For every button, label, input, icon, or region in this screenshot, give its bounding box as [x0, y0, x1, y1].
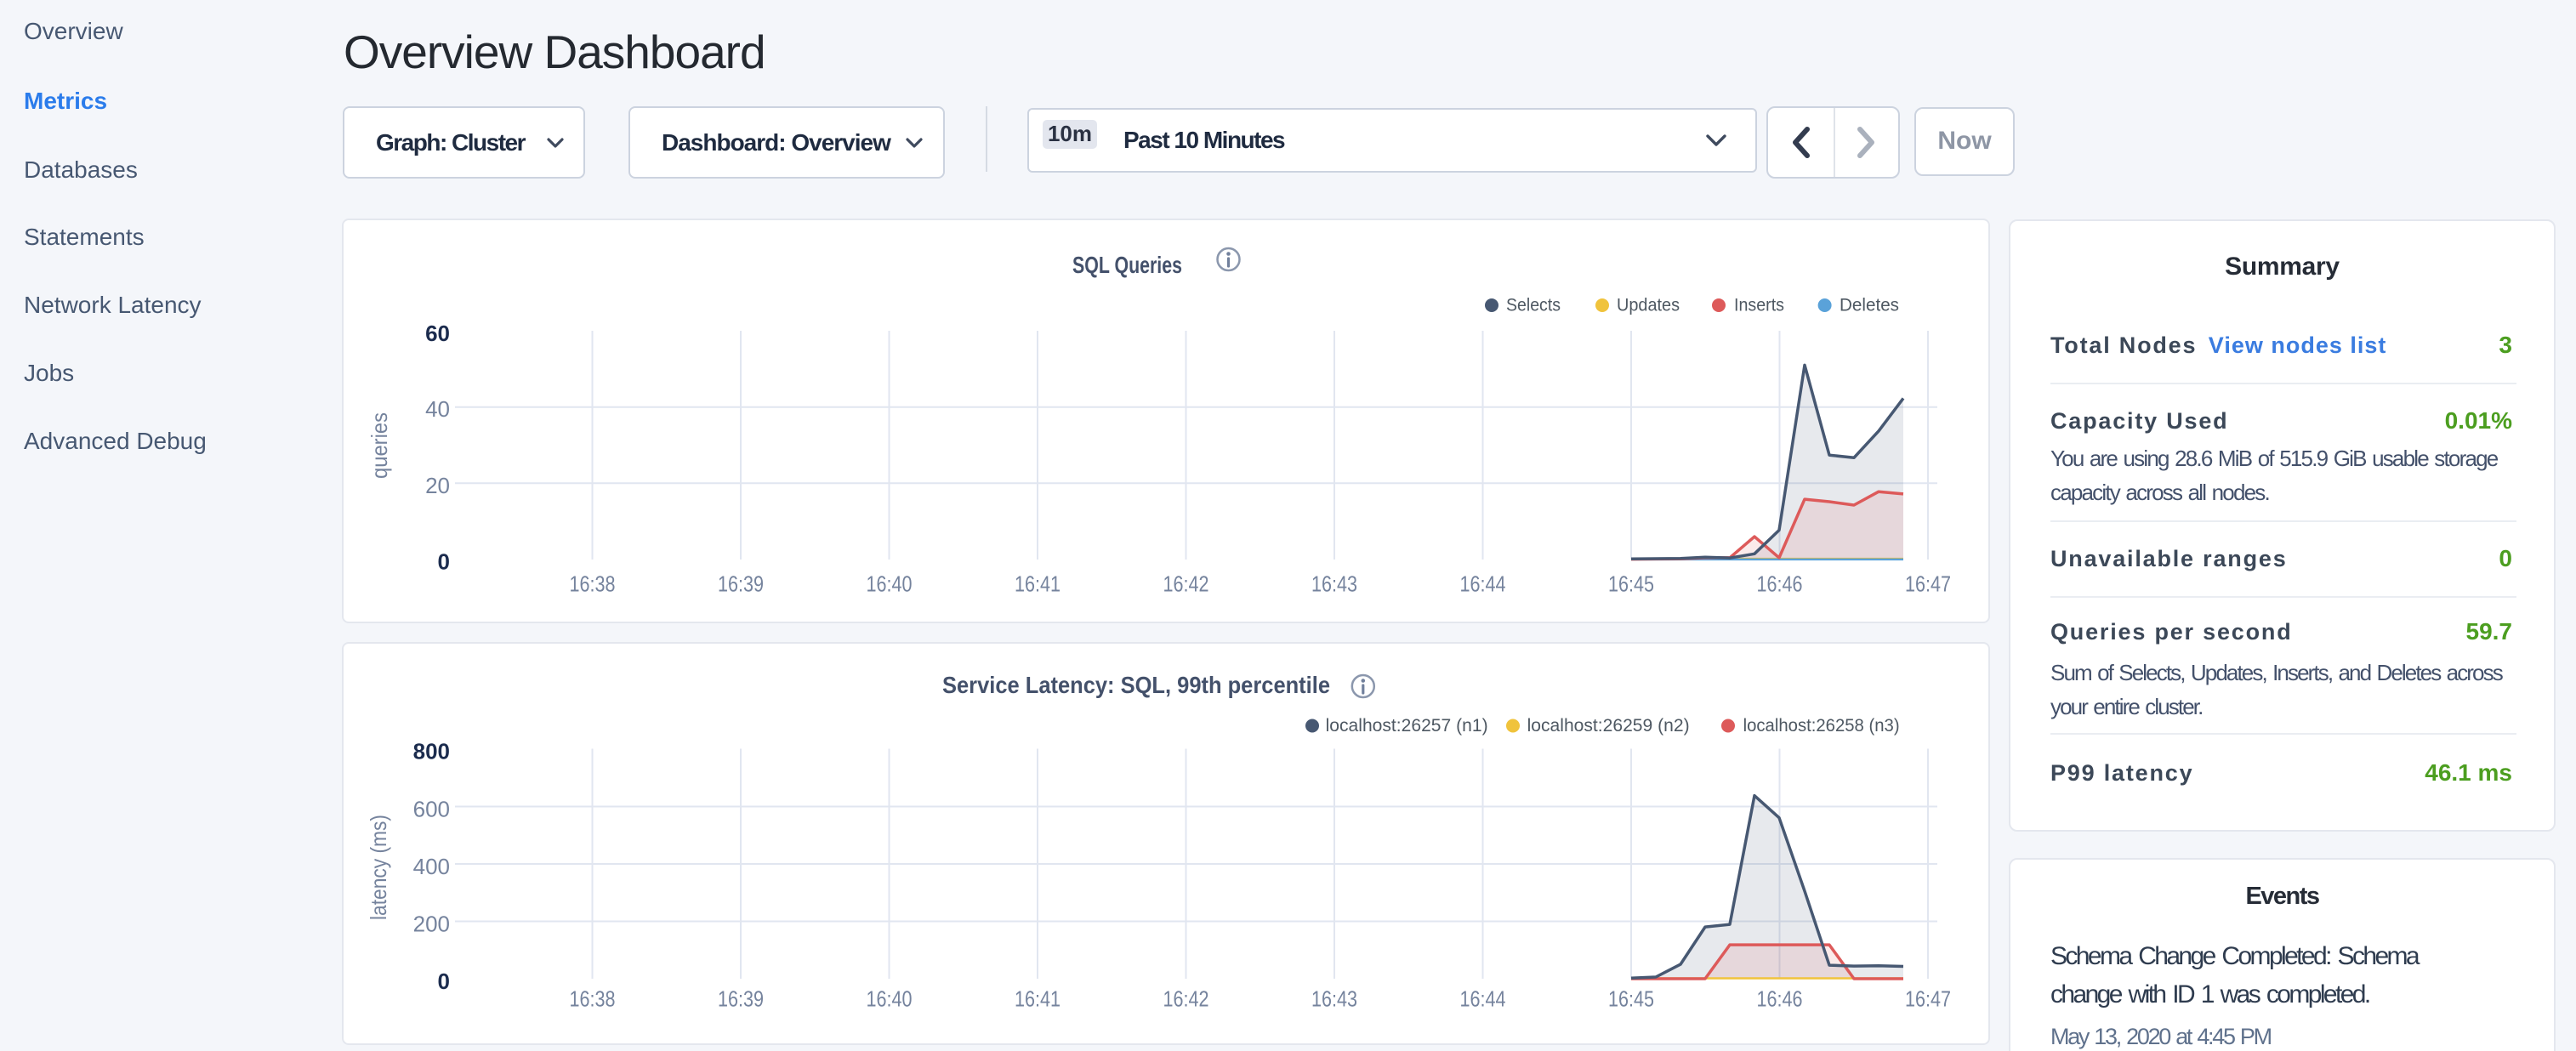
svg-text:0: 0: [438, 969, 450, 994]
svg-text:16:43: 16:43: [1311, 986, 1357, 1012]
svg-text:16:45: 16:45: [1608, 986, 1654, 1012]
svg-text:16:46: 16:46: [1757, 571, 1803, 596]
svg-text:16:44: 16:44: [1460, 986, 1506, 1012]
svg-text:16:40: 16:40: [867, 986, 913, 1012]
svg-text:16:45: 16:45: [1608, 571, 1654, 596]
svg-text:localhost:26257 (n1): localhost:26257 (n1): [1326, 716, 1488, 736]
svg-text:16:44: 16:44: [1460, 571, 1506, 596]
svg-text:16:40: 16:40: [867, 571, 913, 596]
svg-text:200: 200: [413, 912, 450, 937]
svg-text:0: 0: [438, 549, 450, 575]
svg-text:16:41: 16:41: [1015, 571, 1061, 596]
svg-text:800: 800: [413, 739, 450, 764]
svg-text:20: 20: [425, 473, 450, 498]
svg-text:16:38: 16:38: [570, 986, 616, 1012]
svg-text:16:43: 16:43: [1311, 571, 1357, 596]
svg-text:Updates: Updates: [1617, 296, 1680, 315]
svg-text:16:39: 16:39: [718, 571, 764, 596]
svg-text:600: 600: [413, 797, 450, 822]
svg-text:localhost:26258 (n3): localhost:26258 (n3): [1743, 716, 1900, 736]
svg-text:400: 400: [413, 854, 450, 879]
svg-text:Inserts: Inserts: [1734, 296, 1784, 315]
svg-text:40: 40: [425, 396, 450, 422]
svg-text:16:47: 16:47: [1905, 986, 1951, 1012]
svg-text:Service Latency: SQL, 99th per: Service Latency: SQL, 99th percentile: [942, 672, 1330, 698]
svg-text:queries: queries: [367, 412, 392, 479]
svg-text:SQL Queries: SQL Queries: [1072, 252, 1182, 278]
svg-text:16:42: 16:42: [1163, 986, 1209, 1012]
svg-text:latency (ms): latency (ms): [366, 815, 391, 920]
svg-text:60: 60: [425, 321, 450, 346]
svg-text:16:41: 16:41: [1015, 986, 1061, 1012]
svg-text:16:42: 16:42: [1163, 571, 1209, 596]
svg-text:localhost:26259 (n2): localhost:26259 (n2): [1527, 716, 1690, 736]
svg-text:Deletes: Deletes: [1840, 296, 1899, 315]
svg-text:16:47: 16:47: [1905, 571, 1951, 596]
svg-text:16:38: 16:38: [570, 571, 616, 596]
svg-text:16:46: 16:46: [1757, 986, 1803, 1012]
svg-text:16:39: 16:39: [718, 986, 764, 1012]
svg-text:Selects: Selects: [1506, 296, 1561, 315]
